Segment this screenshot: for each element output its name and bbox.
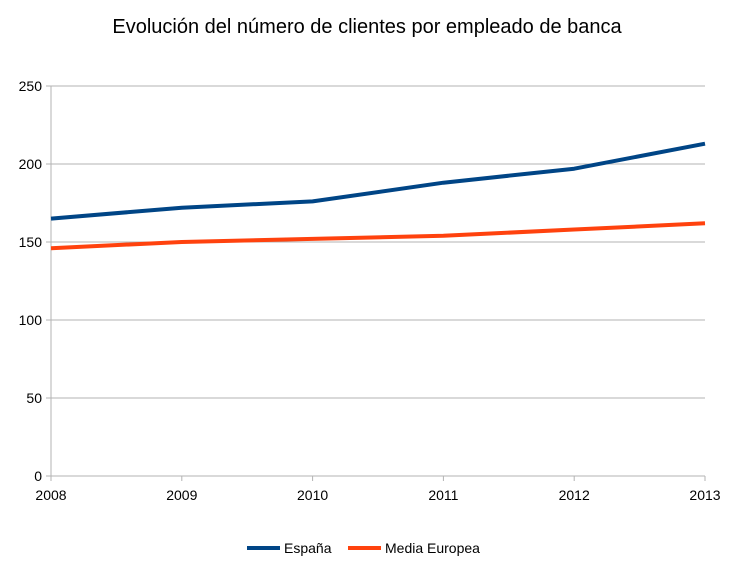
gridlines <box>46 85 705 477</box>
series-lines <box>50 141 706 251</box>
axes: 0 50 100 150 200 250 2008 2009 2010 2011 2012 2013 <box>19 78 721 503</box>
x-tick-label: 2011 <box>428 487 458 503</box>
y-tick-label: 150 <box>19 234 43 250</box>
y-tick-label: 250 <box>19 78 43 94</box>
x-tick-label: 2008 <box>35 487 66 503</box>
y-tick-label: 200 <box>19 156 43 172</box>
y-tick-label: 0 <box>34 468 42 484</box>
legend-label-0: España <box>284 540 332 556</box>
chart-title: Evolución del número de clientes por emp… <box>112 16 622 38</box>
legend: España Media Europea <box>247 540 480 556</box>
x-tick-label: 2012 <box>559 487 590 503</box>
x-tick-label: 2013 <box>689 487 720 503</box>
y-tick-label: 50 <box>26 390 42 406</box>
x-tick-label: 2009 <box>166 487 197 503</box>
x-tick-label: 2010 <box>297 487 328 503</box>
y-tick-label: 100 <box>19 312 43 328</box>
series-line-1 <box>50 221 706 251</box>
legend-label-1: Media Europea <box>385 540 480 556</box>
series-line-0 <box>50 141 706 221</box>
